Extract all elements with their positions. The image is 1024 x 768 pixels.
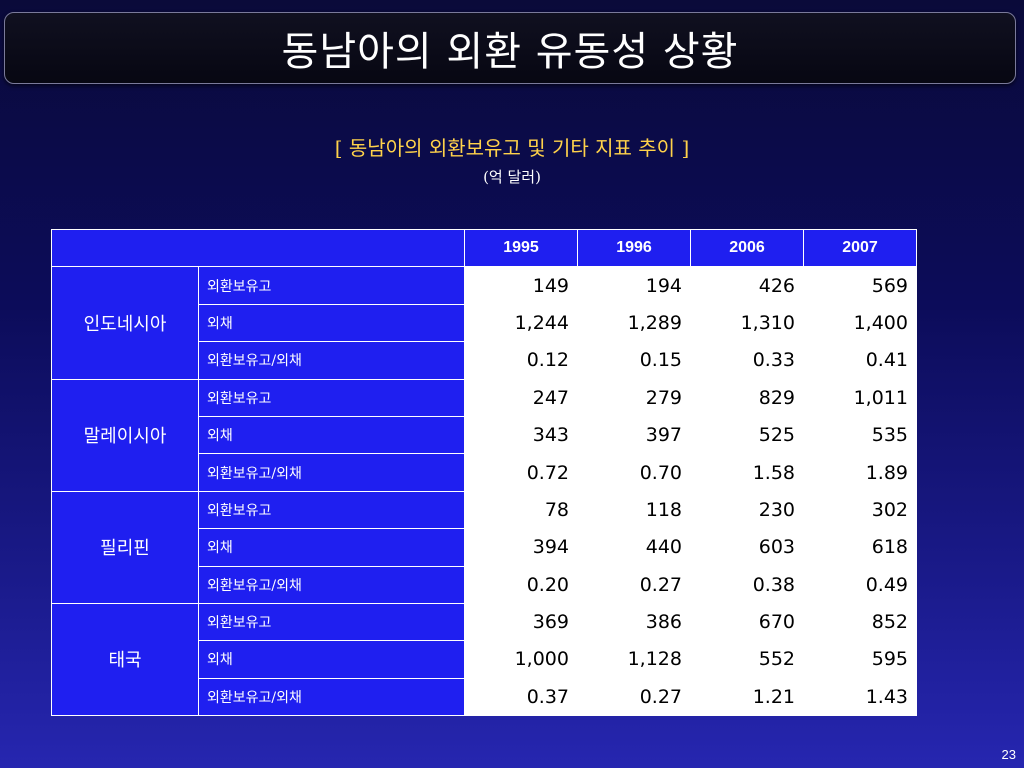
value-cell: 852 xyxy=(803,602,917,642)
value-cell: 0.37 xyxy=(464,677,578,717)
value-cell: 343 xyxy=(464,415,578,455)
value-cell: 369 xyxy=(464,602,578,642)
country-cell: 태국 xyxy=(51,602,199,717)
table-row: 필리핀 외환보유고 78 118 230 302 xyxy=(51,490,917,604)
table-row: 외환보유고/외채 0.20 0.27 0.38 0.49 xyxy=(52,565,917,604)
value-cell: 386 xyxy=(577,602,691,642)
value-cell: 603 xyxy=(690,528,804,567)
value-cell: 397 xyxy=(577,415,691,455)
value-cell: 1,011 xyxy=(803,378,917,417)
value-cell: 194 xyxy=(577,266,691,305)
indicator-cell: 외채 xyxy=(198,303,465,343)
value-cell: 670 xyxy=(690,602,804,642)
table-row: 말레이시아 외환보유고 247 279 829 1,011 xyxy=(51,378,917,492)
value-cell: 394 xyxy=(464,528,578,567)
value-cell: 1,244 xyxy=(464,303,578,343)
indicator-cell: 외환보유고 xyxy=(198,378,465,417)
indicator-cell: 외채 xyxy=(198,640,465,679)
value-cell: 525 xyxy=(690,415,804,455)
value-cell: 426 xyxy=(690,266,804,305)
page-number: 23 xyxy=(1001,747,1016,762)
indicator-cell: 외환보유고/외채 xyxy=(198,341,465,380)
table-row: 외환보유고/외채 0.12 0.15 0.33 0.41 xyxy=(52,341,917,380)
value-cell: 118 xyxy=(577,490,691,530)
value-cell: 1.43 xyxy=(803,677,917,717)
year-header: 1996 xyxy=(577,228,691,268)
value-cell: 302 xyxy=(803,490,917,530)
fx-liquidity-table: 1995 1996 2006 2007 인도네시아 외환보유고 149 194 … xyxy=(51,228,917,717)
value-cell: 0.20 xyxy=(464,565,578,604)
table-row: 태국 외환보유고 369 386 670 852 xyxy=(51,602,917,717)
value-cell: 535 xyxy=(803,415,917,455)
value-cell: 149 xyxy=(464,266,578,305)
value-cell: 1,310 xyxy=(690,303,804,343)
header-row: 1995 1996 2006 2007 xyxy=(51,228,917,268)
country-cell: 인도네시아 xyxy=(51,266,199,380)
table-row: 외채 343 397 525 535 xyxy=(52,415,917,455)
value-cell: 0.15 xyxy=(577,341,691,380)
table-row: 외채 1,244 1,289 1,310 1,400 xyxy=(52,303,917,343)
value-cell: 1.58 xyxy=(690,453,804,492)
year-header: 1995 xyxy=(464,228,578,268)
value-cell: 0.27 xyxy=(577,565,691,604)
table-row: 외환보유고/외채 0.37 0.27 1.21 1.43 xyxy=(52,677,917,717)
slide-title: 동남아의 외환 유동성 상황 xyxy=(281,29,739,75)
value-cell: 0.27 xyxy=(577,677,691,717)
indicator-cell: 외환보유고/외채 xyxy=(198,453,465,492)
value-cell: 1,128 xyxy=(577,640,691,679)
value-cell: 618 xyxy=(803,528,917,567)
year-header: 2006 xyxy=(690,228,804,268)
indicator-cell: 외환보유고 xyxy=(198,490,465,530)
value-cell: 247 xyxy=(464,378,578,417)
value-cell: 0.38 xyxy=(690,565,804,604)
value-cell: 78 xyxy=(464,490,578,530)
value-cell: 1,000 xyxy=(464,640,578,679)
value-cell: 1.21 xyxy=(690,677,804,717)
value-cell: 595 xyxy=(803,640,917,679)
indicator-cell: 외환보유고 xyxy=(198,266,465,305)
indicator-cell: 외환보유고/외채 xyxy=(198,565,465,604)
year-header: 2007 xyxy=(803,228,917,268)
value-cell: 829 xyxy=(690,378,804,417)
table-caption: [ 동남아의 외환보유고 및 기타 지표 추이 ] xyxy=(334,136,690,160)
value-cell: 569 xyxy=(803,266,917,305)
value-cell: 0.41 xyxy=(803,341,917,380)
unit-label: (억 달러) xyxy=(483,168,541,186)
country-cell: 말레이시아 xyxy=(51,378,199,492)
value-cell: 230 xyxy=(690,490,804,530)
table-row: 인도네시아 외환보유고 149 194 426 569 xyxy=(51,266,917,380)
value-cell: 0.12 xyxy=(464,341,578,380)
value-cell: 440 xyxy=(577,528,691,567)
value-cell: 0.70 xyxy=(577,453,691,492)
table-row: 외환보유고/외채 0.72 0.70 1.58 1.89 xyxy=(52,453,917,492)
country-cell: 필리핀 xyxy=(51,490,199,604)
indicator-cell: 외환보유고/외채 xyxy=(198,677,465,717)
indicator-cell: 외환보유고 xyxy=(198,602,465,642)
value-cell: 0.33 xyxy=(690,341,804,380)
value-cell: 1,400 xyxy=(803,303,917,343)
indicator-cell: 외채 xyxy=(198,415,465,455)
value-cell: 279 xyxy=(577,378,691,417)
header-blank-cell xyxy=(51,228,465,268)
value-cell: 1.89 xyxy=(803,453,917,492)
value-cell: 1,289 xyxy=(577,303,691,343)
value-cell: 552 xyxy=(690,640,804,679)
title-bar: 동남아의 외환 유동성 상황 xyxy=(4,12,1016,84)
value-cell: 0.49 xyxy=(803,565,917,604)
value-cell: 0.72 xyxy=(464,453,578,492)
indicator-cell: 외채 xyxy=(198,528,465,567)
